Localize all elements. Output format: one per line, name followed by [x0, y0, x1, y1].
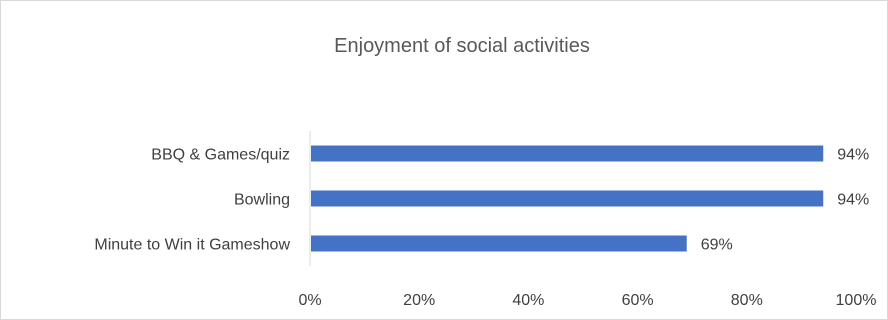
data-label: 94%	[837, 147, 869, 164]
x-tick-label: 40%	[512, 292, 544, 309]
bar	[311, 235, 687, 252]
category-label: BBQ & Games/quiz	[151, 147, 290, 164]
data-label: 94%	[837, 192, 869, 209]
x-axis-tick-labels: 0% 20% 40% 60% 80% 100%	[298, 292, 876, 309]
data-labels: 94% 94% 69%	[701, 147, 870, 254]
bar	[311, 190, 824, 207]
chart-title: Enjoyment of social activities	[334, 35, 590, 57]
bar	[311, 145, 824, 162]
x-tick-label: 0%	[298, 292, 321, 309]
data-label: 69%	[701, 237, 733, 254]
x-tick-label: 80%	[731, 292, 763, 309]
bars	[311, 145, 824, 252]
category-label: Bowling	[234, 192, 290, 209]
x-tick-label: 100%	[836, 292, 877, 309]
category-label: Minute to Win it Gameshow	[94, 237, 290, 254]
x-tick-label: 60%	[622, 292, 654, 309]
category-labels: BBQ & Games/quiz Bowling Minute to Win it …	[94, 147, 290, 254]
x-tick-label: 20%	[403, 292, 435, 309]
